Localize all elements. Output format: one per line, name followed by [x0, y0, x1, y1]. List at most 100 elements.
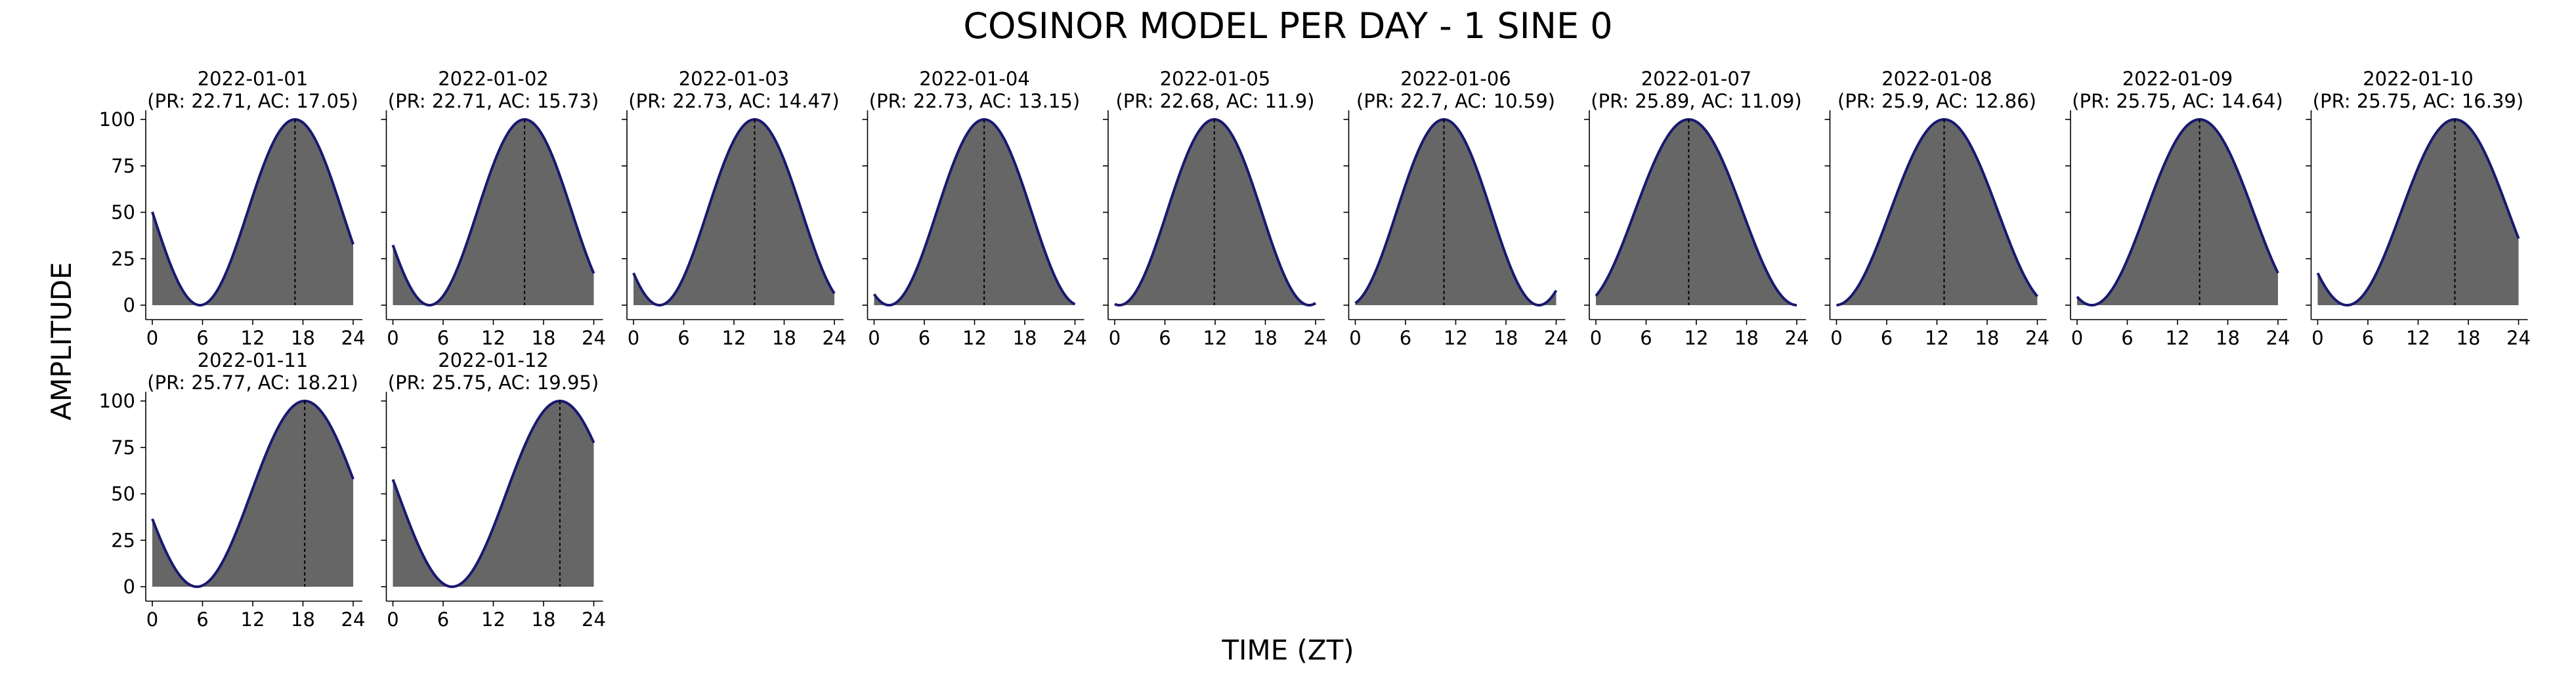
- x-tick-label: 18: [772, 327, 796, 349]
- x-tick-label: 12: [2406, 327, 2430, 349]
- fitted-curve: [2316, 117, 2520, 307]
- y-tick-label: 50: [111, 483, 135, 505]
- area-fill: [152, 401, 353, 587]
- x-tick-label: 18: [291, 327, 315, 349]
- panel-2022-01-11: 0 6 12 18 24 0 25 50 75 100 2022-01-11(PR: 25.77, …: [99, 349, 366, 631]
- fitted-curve: [151, 118, 354, 307]
- x-tick-label: 18: [291, 608, 315, 631]
- x-tick-label: 18: [532, 608, 556, 631]
- x-tick-label: 18: [1253, 327, 1277, 349]
- area-fill: [2077, 119, 2278, 305]
- panel-grid: 0 6 12 18 24 0 25 50 75 100 2022-01-01 (PR: 22.71, …: [99, 68, 2531, 631]
- x-tick-label: 24: [1544, 327, 1568, 349]
- x-tick-label: 6: [1159, 327, 1170, 349]
- area-fill: [1115, 119, 1316, 305]
- x-tick-label: 0: [1349, 327, 1361, 349]
- x-tick-label: 12: [1444, 327, 1468, 349]
- area-fill: [2317, 119, 2519, 305]
- panel-subtitle: (PR: 25.9, AC: 12.86): [1837, 90, 2036, 112]
- panel-2022-01-06: 0 6 12 18 24 2022-01-06(PR: 22.7, AC: 10.59): [1343, 68, 1568, 349]
- x-tick-label: 0: [146, 327, 158, 349]
- x-tick-label: 24: [582, 327, 606, 349]
- y-tick-label: 75: [111, 155, 135, 177]
- panel-subtitle: (PR: 22.73, AC: 13.15): [869, 90, 1080, 112]
- panel-date: 2022-01-11: [198, 349, 309, 371]
- area-fill: [633, 119, 834, 305]
- panel-2022-01-01: 0 6 12 18 24 0 25 50 75 100 2022-01-01(PR: 22.71, …: [99, 68, 366, 349]
- fitted-curve: [1836, 118, 2039, 306]
- x-tick-label: 12: [241, 327, 265, 349]
- x-tick-label: 6: [196, 327, 208, 349]
- y-tick-label: 100: [99, 390, 135, 412]
- x-tick-label: 0: [387, 608, 398, 631]
- x-axis-label: TIME (ZT): [1221, 634, 1354, 666]
- panel-2022-01-10: 0 6 12 18 24 2022-01-10(PR: 25.75, AC: 16.39): [2306, 68, 2531, 349]
- y-axis-label: AMPLITUDE: [45, 262, 77, 420]
- x-tick-label: 0: [1830, 327, 1842, 349]
- panel-subtitle: (PR: 22.7, AC: 10.59): [1356, 90, 1555, 112]
- fitted-curve: [1595, 117, 1797, 306]
- x-tick-label: 12: [1203, 327, 1228, 349]
- panel-date: 2022-01-07: [1641, 68, 1752, 90]
- x-tick-label: 12: [241, 608, 265, 631]
- panel-date: 2022-01-04: [919, 68, 1030, 90]
- y-tick-label: 25: [111, 529, 135, 551]
- panel-2022-01-05: 0 6 12 18 24 2022-01-05(PR: 22.68, AC: 11.9): [1103, 68, 1327, 349]
- x-tick-label: 24: [2025, 327, 2050, 349]
- panel-date: 2022-01-08: [1881, 68, 1992, 90]
- panel-subtitle: (PR: 22.71, AC: 15.73): [388, 90, 599, 112]
- area-fill: [1355, 119, 1556, 305]
- x-tick-label: 24: [1063, 327, 1087, 349]
- x-tick-label: 12: [962, 327, 987, 349]
- area-fill: [393, 401, 594, 587]
- panel-date: 2022-01-03: [679, 68, 790, 90]
- panel-2022-01-03: 0 6 12 18 24 2022-01-03(PR: 22.73, AC: 14.47): [622, 68, 846, 349]
- panel-2022-01-02: 0 6 12 18 24 2022-01-02(PR: 22.71, AC: 15.73): [381, 68, 606, 349]
- x-tick-label: 0: [1109, 327, 1121, 349]
- x-tick-label: 18: [532, 327, 556, 349]
- panel-date: 2022-01-06: [1400, 68, 1511, 90]
- x-tick-label: 0: [146, 608, 158, 631]
- y-tick-label: 25: [111, 247, 135, 270]
- x-tick-label: 12: [481, 327, 505, 349]
- x-tick-label: 12: [722, 327, 746, 349]
- x-tick-label: 6: [677, 327, 689, 349]
- x-tick-label: 0: [628, 327, 639, 349]
- x-tick-label: 6: [2362, 327, 2374, 349]
- fitted-curve: [1354, 117, 1558, 306]
- x-tick-label: 12: [481, 608, 505, 631]
- x-tick-label: 24: [823, 327, 847, 349]
- panel-date: 2022-01-10: [2363, 68, 2474, 90]
- panel-date: 2022-01-01: [198, 68, 309, 90]
- y-tick-label: 75: [111, 436, 135, 459]
- x-tick-label: 6: [437, 608, 449, 631]
- x-tick-label: 18: [1975, 327, 2000, 349]
- fitted-curve: [632, 117, 836, 307]
- panel-2022-01-04: 0 6 12 18 24 2022-01-04(PR: 22.73, AC: 13.15): [862, 68, 1087, 349]
- area-fill: [874, 119, 1075, 305]
- fitted-curve: [1114, 117, 1317, 306]
- panel-2022-01-09: 0 6 12 18 24 2022-01-09(PR: 25.75, AC: 14.64): [2065, 68, 2290, 349]
- x-tick-label: 6: [1400, 327, 1411, 349]
- x-tick-label: 18: [1734, 327, 1759, 349]
- fitted-curve: [391, 117, 595, 307]
- fitted-curve: [2076, 118, 2279, 306]
- x-tick-label: 12: [2166, 327, 2190, 349]
- x-tick-label: 24: [582, 608, 606, 631]
- x-tick-label: 24: [2266, 327, 2290, 349]
- x-tick-label: 24: [2506, 327, 2531, 349]
- x-tick-label: 6: [1640, 327, 1652, 349]
- panel-subtitle: (PR: 25.75, AC: 16.39): [2313, 90, 2523, 112]
- y-tick-label: 0: [123, 576, 135, 598]
- figure-title: COSINOR MODEL PER DAY - 1 SINE 0: [963, 5, 1612, 47]
- fitted-curve: [872, 118, 1076, 307]
- panel-date: 2022-01-05: [1160, 68, 1271, 90]
- x-tick-label: 0: [2071, 327, 2083, 349]
- y-tick-label: 0: [123, 294, 135, 316]
- panel-date: 2022-01-02: [438, 68, 549, 90]
- x-tick-label: 24: [341, 608, 366, 631]
- x-tick-label: 6: [196, 608, 208, 631]
- x-tick-label: 24: [1785, 327, 1809, 349]
- x-tick-label: 24: [1304, 327, 1328, 349]
- x-tick-label: 18: [1013, 327, 1037, 349]
